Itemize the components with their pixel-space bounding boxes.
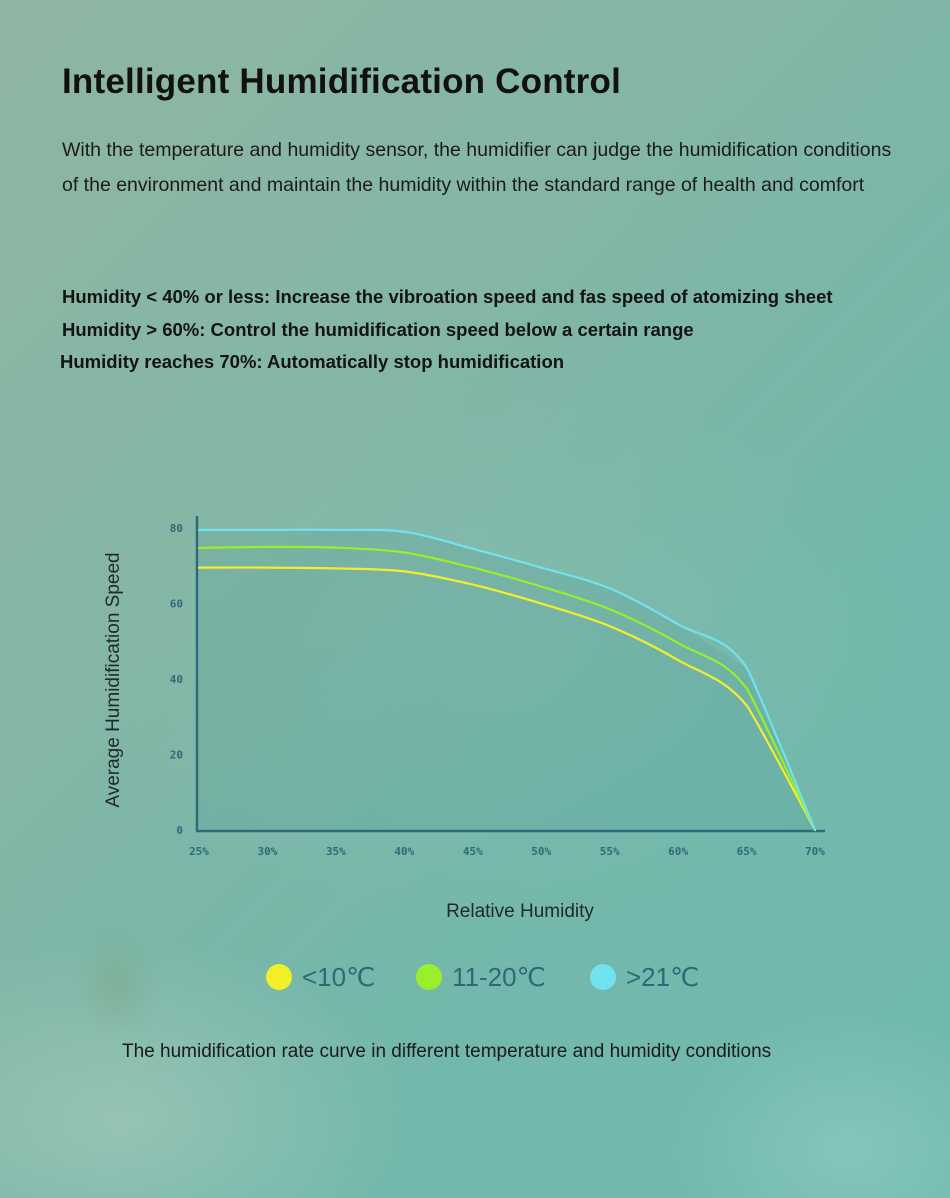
rule-high-humidity: Humidity > 60%: Control the humidificati…: [62, 318, 694, 340]
x-tick-label: 55%: [600, 845, 620, 858]
x-tick-label: 25%: [189, 845, 209, 858]
legend-label: <10℃: [302, 961, 376, 992]
legend-swatch-yellow: [266, 964, 292, 990]
x-tick-label: 40%: [394, 845, 414, 858]
x-tick-label: 65%: [737, 845, 757, 858]
chart-legend: <10℃ 11-20℃ >21℃: [266, 958, 746, 996]
legend-swatch-green: [416, 964, 442, 990]
legend-swatch-cyan: [590, 964, 616, 990]
x-tick-label: 70%: [805, 845, 825, 858]
legend-item-below-10c: <10℃: [266, 958, 375, 996]
x-tick-label: 30%: [258, 845, 278, 858]
y-tick-label: 60: [170, 598, 183, 611]
rule-low-humidity: Humidity < 40% or less: Increase the vib…: [62, 286, 833, 307]
chart-area-fill: [199, 529, 815, 830]
series-line-below-10c: [197, 566, 817, 832]
y-tick-label: 20: [170, 749, 183, 762]
chart-caption: The humidification rate curve in differe…: [122, 1041, 772, 1062]
x-tick-label: 35%: [326, 845, 346, 858]
y-tick-label: 80: [170, 522, 183, 535]
background-plant: [72, 925, 162, 1045]
legend-item-above-21c: >21℃: [590, 958, 699, 996]
y-axis-title: Average Humidification Speed: [103, 552, 124, 807]
intro-paragraph: With the temperature and humidity sensor…: [62, 139, 892, 196]
x-tick-label: 60%: [668, 845, 688, 858]
series-line-11-20c: [197, 545, 817, 832]
rule-auto-stop: Humidity reaches 70%: Automatically stop…: [60, 351, 565, 372]
legend-item-11-20c: 11-20℃: [416, 958, 546, 996]
humidity-rules: Humidity < 40% or less: Increase the vib…: [60, 281, 942, 379]
x-tick-label: 50%: [531, 845, 551, 858]
page-title: Intelligent Humidification Control: [62, 62, 621, 101]
x-tick-label: 45%: [463, 845, 483, 858]
series-line-above-21c: [197, 528, 817, 832]
humidification-speed-chart: 0 20 40 60 80 25% 30% 35% 40% 45% 50% 55% 60% 65% 70% A…: [103, 516, 825, 922]
legend-label: >21℃: [626, 961, 700, 992]
y-tick-label: 40: [170, 673, 183, 686]
legend-label: 11-20℃: [452, 961, 546, 992]
y-tick-label: 0: [176, 824, 183, 837]
x-axis-title: Relative Humidity: [446, 901, 594, 922]
